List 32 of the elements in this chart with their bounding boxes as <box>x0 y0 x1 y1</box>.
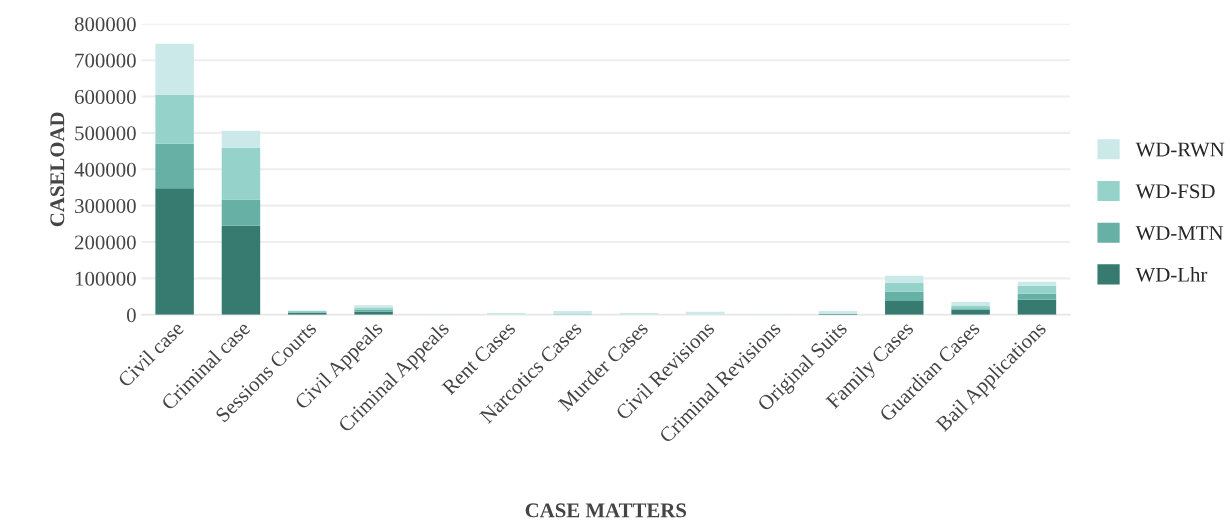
bar <box>155 188 194 315</box>
legend-label: WD-Lhr <box>1135 267 1208 282</box>
y-tick-label: 200000 <box>75 235 136 250</box>
bar <box>1017 281 1057 286</box>
bar <box>885 275 924 283</box>
x-axis-title: CASE MATTERS <box>525 503 687 518</box>
y-tick-label: 500000 <box>75 126 136 141</box>
bar <box>221 130 261 148</box>
bar <box>885 300 924 315</box>
y-axis-title: CASELOAD <box>50 112 65 227</box>
bar <box>221 199 261 226</box>
bar <box>155 143 194 189</box>
legend-label: WD-FSD <box>1135 184 1215 199</box>
y-tick-label: 600000 <box>74 89 136 104</box>
y-tick-label: 300000 <box>75 199 136 214</box>
bar <box>221 225 261 315</box>
legend-label: WD-MTN <box>1135 226 1224 241</box>
y-tick-label: 100000 <box>75 271 136 286</box>
bar <box>885 282 924 292</box>
legend-label: WD-RWN <box>1135 142 1225 157</box>
bar <box>1017 293 1057 300</box>
bar <box>155 94 194 144</box>
y-tick-label: 400000 <box>74 162 136 177</box>
bar <box>885 291 924 301</box>
y-tick-label: 0 <box>126 308 136 323</box>
bar <box>221 147 261 200</box>
bar <box>1017 285 1057 294</box>
bar <box>155 43 194 95</box>
y-tick-label: 800000 <box>74 17 136 32</box>
y-tick-label: 700000 <box>75 53 136 68</box>
bar <box>951 302 990 307</box>
bar <box>1017 299 1057 315</box>
